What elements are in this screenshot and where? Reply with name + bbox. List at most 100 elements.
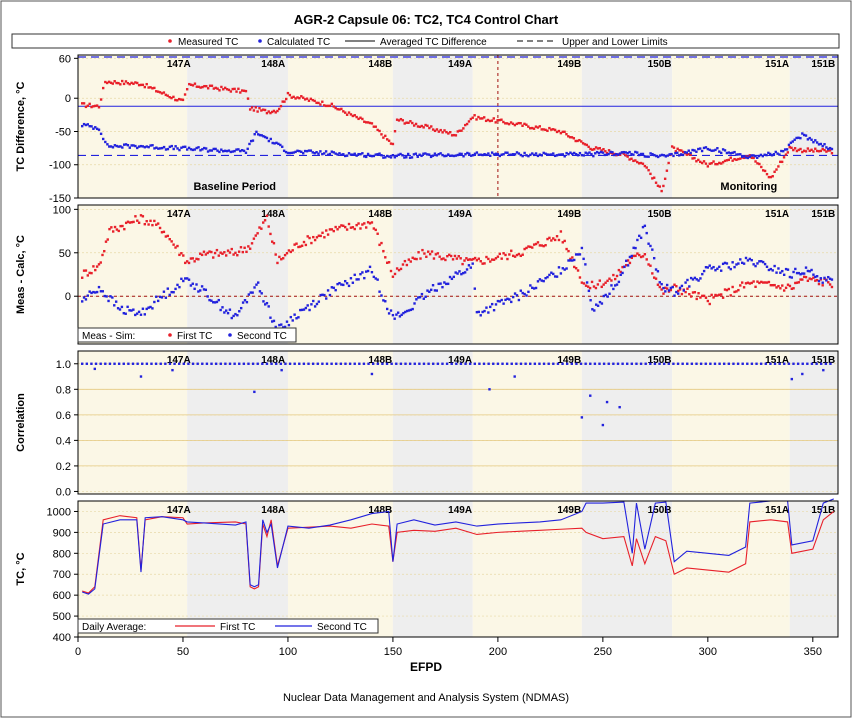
data-point [428, 252, 432, 256]
data-point [672, 154, 675, 158]
data-point [567, 249, 570, 253]
data-point [111, 230, 115, 233]
data-point [289, 315, 293, 319]
data-point [680, 292, 684, 296]
data-point [166, 234, 169, 238]
data-point [482, 116, 486, 119]
data-point [176, 99, 179, 102]
data-point [779, 271, 782, 274]
data-point [542, 151, 545, 155]
data-point [426, 289, 429, 292]
data-point [446, 282, 450, 286]
cycle-label: 149B [557, 59, 581, 70]
data-point [483, 262, 486, 265]
data-point [147, 223, 150, 226]
data-point [99, 290, 103, 293]
data-point [422, 297, 425, 300]
data-point [641, 152, 645, 156]
data-point [610, 284, 613, 287]
data-point [242, 149, 246, 153]
data-point [158, 91, 162, 94]
correlation-point [741, 362, 744, 365]
data-point [630, 152, 633, 156]
data-point [727, 266, 731, 269]
data-point [382, 299, 385, 302]
correlation-point [168, 362, 172, 365]
correlation-point [505, 362, 509, 365]
data-point [330, 102, 334, 106]
data-point [442, 257, 445, 260]
cycle-label: 150B [648, 59, 672, 70]
data-point [158, 295, 162, 299]
data-point [462, 271, 465, 275]
data-point [602, 294, 606, 298]
data-point [733, 265, 736, 269]
data-point [506, 122, 509, 125]
data-point [177, 97, 181, 101]
cycle-label: 151B [811, 59, 835, 70]
data-point [315, 151, 318, 154]
data-point [645, 231, 648, 235]
data-point [492, 309, 496, 312]
correlation-point [806, 362, 809, 365]
data-point [695, 160, 698, 163]
data-point [312, 299, 315, 303]
data-point [647, 263, 650, 266]
data-point [199, 149, 202, 152]
data-point [691, 157, 694, 160]
data-point [758, 281, 761, 285]
data-point [170, 96, 173, 100]
data-point [475, 118, 478, 121]
data-point [174, 287, 177, 291]
data-point [819, 149, 823, 153]
data-point [168, 293, 171, 297]
cycle-label: 149B [557, 209, 581, 220]
data-point [226, 249, 230, 252]
correlation-point [676, 362, 680, 365]
data-point [689, 295, 693, 298]
data-point [326, 153, 330, 156]
correlation-point [99, 362, 102, 365]
y-tick-label: 0.2 [56, 461, 71, 473]
data-point [252, 109, 256, 112]
data-point [302, 240, 306, 244]
data-point [328, 228, 332, 231]
data-point [639, 152, 643, 156]
correlation-point [358, 362, 361, 365]
data-point [189, 83, 193, 86]
data-point [634, 159, 637, 162]
data-point [387, 155, 391, 158]
data-point [731, 151, 734, 154]
data-point [384, 256, 387, 259]
data-point [385, 138, 389, 141]
data-point [799, 278, 802, 281]
data-point [219, 308, 222, 312]
data-point [767, 175, 771, 179]
data-point [256, 232, 259, 235]
panel4-legend-second-label: Second TC [317, 622, 367, 633]
data-point [433, 289, 437, 292]
data-point [676, 292, 680, 295]
data-point [122, 143, 126, 146]
data-point [782, 289, 786, 292]
data-point [546, 153, 549, 156]
data-point [276, 261, 279, 265]
data-point [447, 153, 450, 156]
data-point [760, 165, 763, 169]
data-point [542, 128, 545, 131]
data-point [552, 128, 555, 131]
data-point [828, 283, 832, 286]
data-point [700, 161, 704, 165]
data-point [101, 137, 105, 141]
data-point [368, 222, 372, 225]
data-point [281, 145, 284, 148]
data-point [426, 153, 429, 156]
y-tick-label: 0 [65, 291, 71, 303]
data-point [349, 153, 353, 156]
data-point [384, 134, 387, 138]
data-point [632, 159, 635, 163]
data-point [420, 292, 424, 296]
data-point [417, 251, 420, 254]
data-point [193, 148, 196, 151]
data-point [532, 127, 536, 130]
